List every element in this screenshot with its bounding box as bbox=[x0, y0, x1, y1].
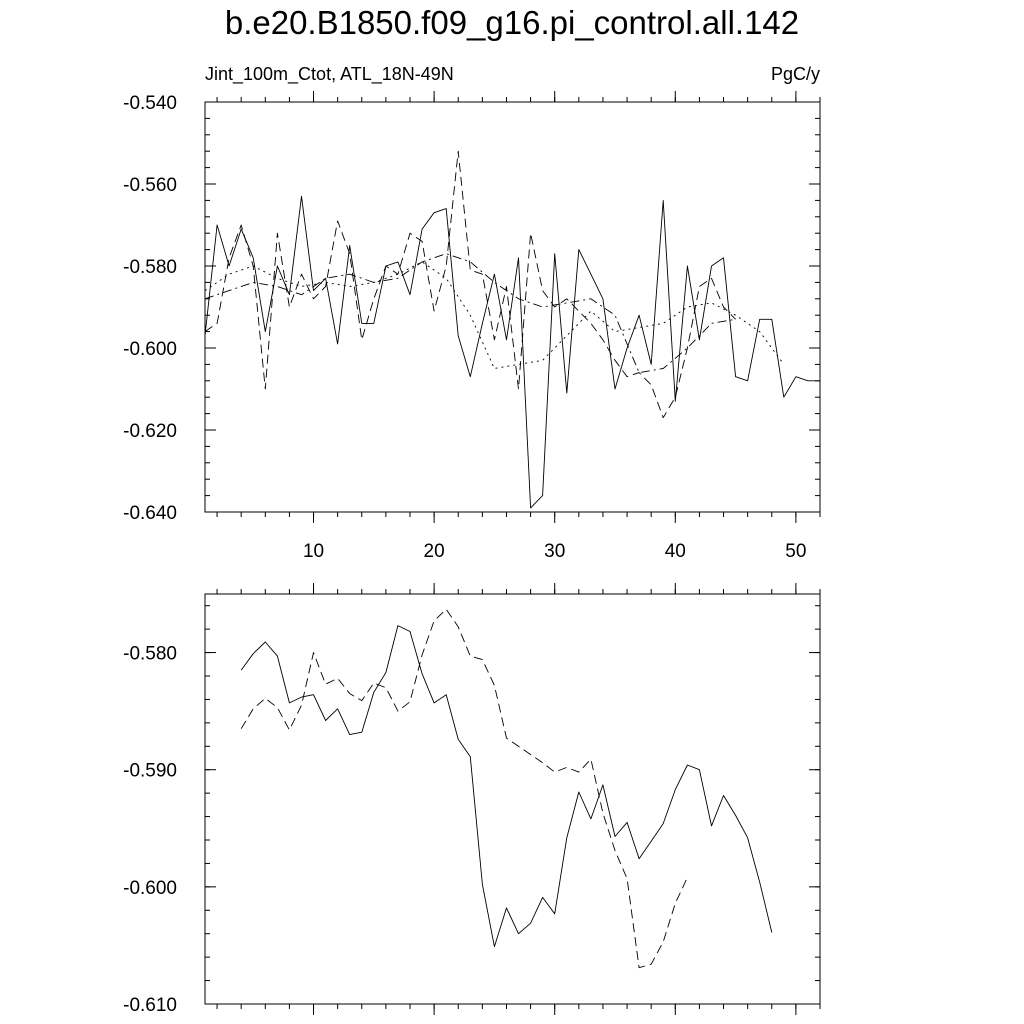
panel1-ytick-label: -0.560 bbox=[123, 175, 177, 196]
panel2-ytick-label: -0.580 bbox=[123, 644, 177, 665]
panel1-ytick-label: -0.620 bbox=[123, 421, 177, 442]
panel2-frame bbox=[204, 593, 821, 1005]
chart-title: b.e20.B1850.f09_g16.pi_control.all.142 bbox=[224, 4, 800, 41]
panel1-xtick-label: 50 bbox=[785, 541, 806, 562]
panel1-xtick-label: 40 bbox=[665, 541, 686, 562]
panel1-ytick-label: -0.580 bbox=[123, 257, 177, 278]
panel1-xtick-label: 30 bbox=[544, 541, 565, 562]
panel1-xtick-label: 10 bbox=[303, 541, 324, 562]
panel1-xtick-label: 20 bbox=[424, 541, 445, 562]
panel1-ytick-label: -0.640 bbox=[123, 503, 177, 524]
panel1-series-dashed-line bbox=[204, 150, 736, 419]
panel2-series-solid-line bbox=[240, 625, 773, 948]
panel2-ytick-label: -0.600 bbox=[123, 878, 177, 899]
units-subtitle: PgC/y bbox=[770, 64, 820, 84]
panel2-ytick-label: -0.590 bbox=[123, 761, 177, 782]
panel1-ytick-label: -0.540 bbox=[123, 93, 177, 114]
panel1-ytick-label: -0.600 bbox=[123, 339, 177, 360]
variable-subtitle: Jint_100m_Ctot, ATL_18N-49N bbox=[205, 64, 454, 84]
panel2-series-dashed-line bbox=[240, 608, 688, 969]
panel2-ytick-label: -0.610 bbox=[123, 995, 177, 1016]
panel1-frame bbox=[204, 101, 821, 513]
panel1-series-solid-line bbox=[204, 195, 820, 509]
panel1-series-dash-dot-line bbox=[204, 253, 736, 374]
